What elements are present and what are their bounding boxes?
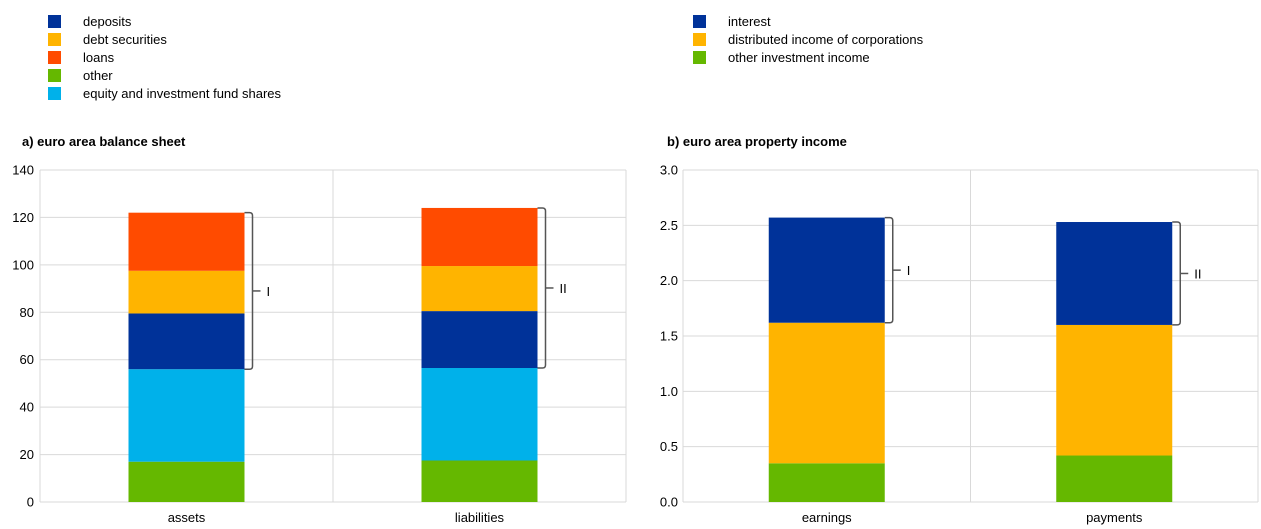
legend-swatch (693, 14, 706, 28)
x-tick-label: earnings (802, 510, 852, 525)
legend-balance-sheet: deposits debt securities loans other equ… (22, 12, 281, 102)
bar-segment (768, 217, 885, 323)
legend-swatch (693, 32, 706, 46)
y-tick-label: 20 (20, 447, 34, 462)
bar-segment (128, 461, 245, 502)
bar-segment (768, 463, 885, 502)
bar-segment (1056, 324, 1173, 456)
annotation-bracket (537, 207, 547, 369)
legend-label: other investment income (728, 49, 870, 65)
bar-segment (421, 207, 538, 267)
legend-item-deposits: deposits (22, 12, 281, 30)
y-tick-label: 1.5 (660, 329, 678, 344)
annotation-label: II (560, 281, 567, 296)
legend-item-other-investment-income: other investment income (667, 48, 923, 66)
legend-swatch (48, 68, 61, 82)
panel-title-balance-sheet: a) euro area balance sheet (22, 134, 186, 149)
bar-segment (421, 311, 538, 369)
bar-segment (128, 369, 245, 462)
legend-label: interest (728, 13, 771, 29)
y-tick-label: 60 (20, 352, 34, 367)
y-tick-label: 2.5 (660, 218, 678, 233)
legend-item-loans: loans (22, 48, 281, 66)
y-tick-label: 0.0 (660, 495, 678, 510)
legend-label: debt securities (83, 31, 167, 47)
legend-swatch (48, 50, 61, 64)
legend-property-income: interest distributed income of corporati… (667, 12, 923, 66)
y-tick-label: 0.5 (660, 439, 678, 454)
y-tick-label: 3.0 (660, 163, 678, 178)
panel-title-property-income: b) euro area property income (667, 134, 847, 149)
legend-label: loans (83, 49, 115, 65)
x-tick-label: liabilities (455, 510, 505, 525)
legend-swatch (48, 86, 61, 100)
annotation-bracket (884, 216, 894, 324)
annotation-bracket (244, 211, 254, 370)
y-tick-label: 1.0 (660, 384, 678, 399)
bar-segment (128, 270, 245, 314)
bar-segment (421, 460, 538, 502)
legend-label: distributed income of corporations (728, 31, 924, 47)
legend-item-distributed-income: distributed income of corporations (667, 30, 923, 48)
bar-segment (421, 368, 538, 461)
y-tick-label: 40 (20, 400, 34, 415)
bar-segment (768, 322, 885, 464)
legend-item-debt-securities: debt securities (22, 30, 281, 48)
annotation-bracket (1172, 221, 1181, 326)
bar-segment (128, 212, 245, 271)
y-tick-label: 120 (12, 210, 34, 225)
legend-swatch (693, 50, 706, 64)
y-tick-label: 140 (12, 163, 34, 178)
legend-label: equity and investment fund shares (83, 85, 282, 101)
legend-label: other (83, 67, 113, 83)
bar-segment (1056, 455, 1173, 502)
bar-segment (128, 313, 245, 370)
annotation-label: I (907, 263, 911, 278)
x-tick-label: assets (168, 510, 206, 525)
legend-item-equity: equity and investment fund shares (22, 84, 281, 102)
legend-label: deposits (83, 13, 132, 29)
legend-swatch (48, 14, 61, 28)
bar-segment (1056, 222, 1173, 325)
y-tick-label: 100 (12, 257, 34, 272)
y-tick-label: 80 (20, 305, 34, 320)
x-tick-label: payments (1086, 510, 1143, 525)
y-tick-label: 2.0 (660, 273, 678, 288)
bar-segment (421, 266, 538, 312)
annotation-label: I (267, 284, 271, 299)
legend-swatch (48, 32, 61, 46)
y-tick-label: 0 (27, 495, 34, 510)
legend-item-other: other (22, 66, 281, 84)
annotation-label: II (1194, 266, 1201, 281)
legend-item-interest: interest (667, 12, 923, 30)
